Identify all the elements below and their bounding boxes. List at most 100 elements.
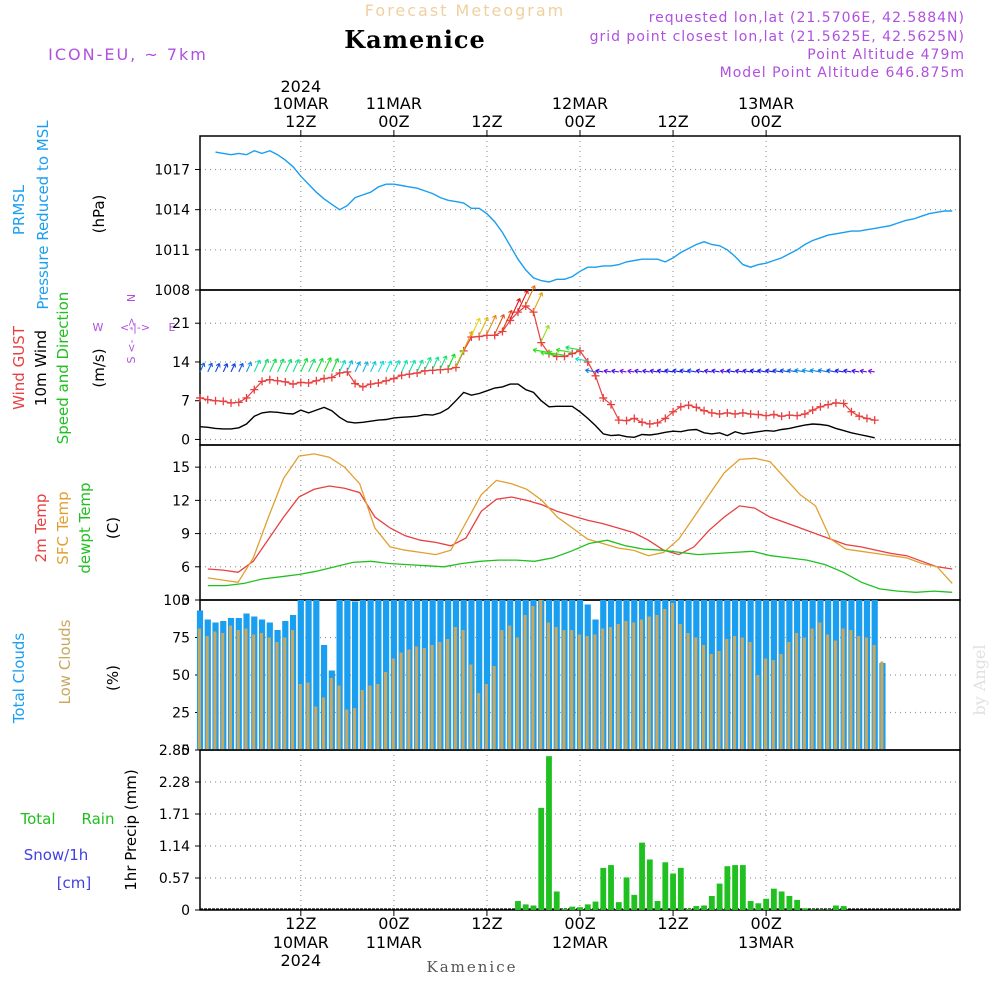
gust-marker [521, 302, 530, 311]
top-date: 12MAR [552, 94, 608, 113]
low-cloud-bar [849, 630, 853, 750]
wind-arrow [719, 368, 728, 374]
top-date: 11MAR [366, 94, 422, 113]
gust-marker [576, 346, 584, 355]
gust-marker [839, 399, 848, 408]
wind-arrow [525, 285, 536, 306]
low-cloud-bar [616, 624, 620, 750]
gust-marker [754, 410, 763, 419]
precip-bar [817, 909, 824, 910]
low-cloud-bar [608, 627, 613, 750]
wind-arrow [664, 368, 674, 374]
wind-arrow [548, 350, 565, 356]
low-cloud-bar [267, 637, 271, 750]
low-cloud-bar [694, 637, 698, 750]
gust-marker [653, 418, 662, 427]
gust-marker [312, 376, 321, 385]
precip-bar [747, 901, 754, 910]
wind-arrow [393, 360, 401, 373]
low-cloud-bar [407, 649, 411, 750]
low-cloud-bar [453, 627, 457, 750]
gust-marker [870, 416, 879, 425]
gust-marker [227, 398, 236, 407]
gust-marker [645, 419, 654, 428]
low-cloud-bar [205, 636, 209, 750]
low-cloud-bar [508, 625, 512, 750]
ytick-label: 50 [172, 668, 190, 684]
gust-marker [808, 406, 817, 415]
bottom-time-label: 12Z [471, 910, 503, 933]
low-cloud-bar [376, 684, 380, 750]
bottom-hour: 12Z [657, 914, 688, 933]
wind-arrow [308, 358, 316, 373]
precip-bar [662, 862, 669, 910]
low-cloud-bar [639, 619, 644, 750]
precip-bar [646, 859, 653, 910]
gust-marker [374, 379, 383, 387]
wind-arrow [726, 368, 736, 374]
temp-units: (C) [104, 517, 122, 539]
low-cloud-bar [733, 636, 737, 750]
precip-bar [553, 891, 560, 910]
wind-arrow [470, 317, 481, 337]
wind-arrow [843, 368, 852, 374]
precip-bar [840, 906, 847, 910]
wind-arrow [826, 368, 836, 374]
gust-marker [855, 412, 864, 421]
low-cloud-bar [306, 682, 310, 750]
bottom-hour: 12Z [285, 914, 316, 933]
gust-marker [676, 402, 685, 411]
low-cloud-bar [314, 706, 318, 750]
top-hour: 00Z [378, 112, 409, 131]
ytick-label: 75 [172, 631, 190, 647]
ytick-label: 0.57 [159, 871, 190, 887]
gust-marker [234, 398, 243, 407]
wind-arrow [809, 368, 821, 374]
precip-bar [538, 807, 545, 910]
wind-arrow [734, 368, 743, 374]
gust-marker [211, 396, 220, 405]
wind-units: (m/s) [90, 348, 108, 387]
wind-arrow [687, 368, 697, 374]
gust-marker [638, 418, 647, 427]
gust-marker [389, 374, 398, 383]
low-cloud-bar [810, 628, 814, 750]
low-cloud-bar [415, 646, 419, 750]
precip-bar [530, 905, 537, 910]
wind-arrow [455, 349, 465, 367]
wind-arrow [772, 368, 782, 374]
precip-bar [755, 903, 762, 910]
total-cloud-label: Total Clouds [10, 633, 28, 725]
low-cloud-bar [345, 709, 349, 750]
total-cloud-bar [336, 600, 343, 750]
precip-snow-label: Snow/1h [24, 846, 89, 864]
low-cloud-bar [492, 666, 496, 750]
gust-marker [420, 366, 429, 375]
gust-marker [428, 366, 437, 375]
gust-marker [669, 407, 678, 416]
gust-marker [560, 352, 569, 361]
wind-arrow [439, 355, 448, 369]
low-cloud-bar [670, 603, 675, 750]
low-cloud-bar [818, 622, 822, 750]
compass-s: S [125, 356, 138, 363]
wind-arrow [253, 359, 261, 373]
gust-marker [296, 378, 305, 387]
wind-arrow [377, 360, 385, 373]
precip-bar [739, 865, 746, 910]
wind-arrow [532, 347, 550, 354]
compass-n: N [125, 294, 138, 302]
low-cloud-bar [283, 637, 287, 750]
ytick-label: 7 [181, 394, 190, 410]
precip-bar [631, 894, 638, 910]
gust-marker [692, 403, 701, 412]
compass-w: W [93, 321, 104, 334]
precip-bar [786, 895, 793, 910]
wind-arrow [611, 368, 619, 374]
bottom-hour: 00Z [564, 914, 595, 933]
gust-marker [831, 398, 840, 407]
low-cloud-bar [461, 630, 465, 750]
gust-marker [475, 332, 484, 341]
